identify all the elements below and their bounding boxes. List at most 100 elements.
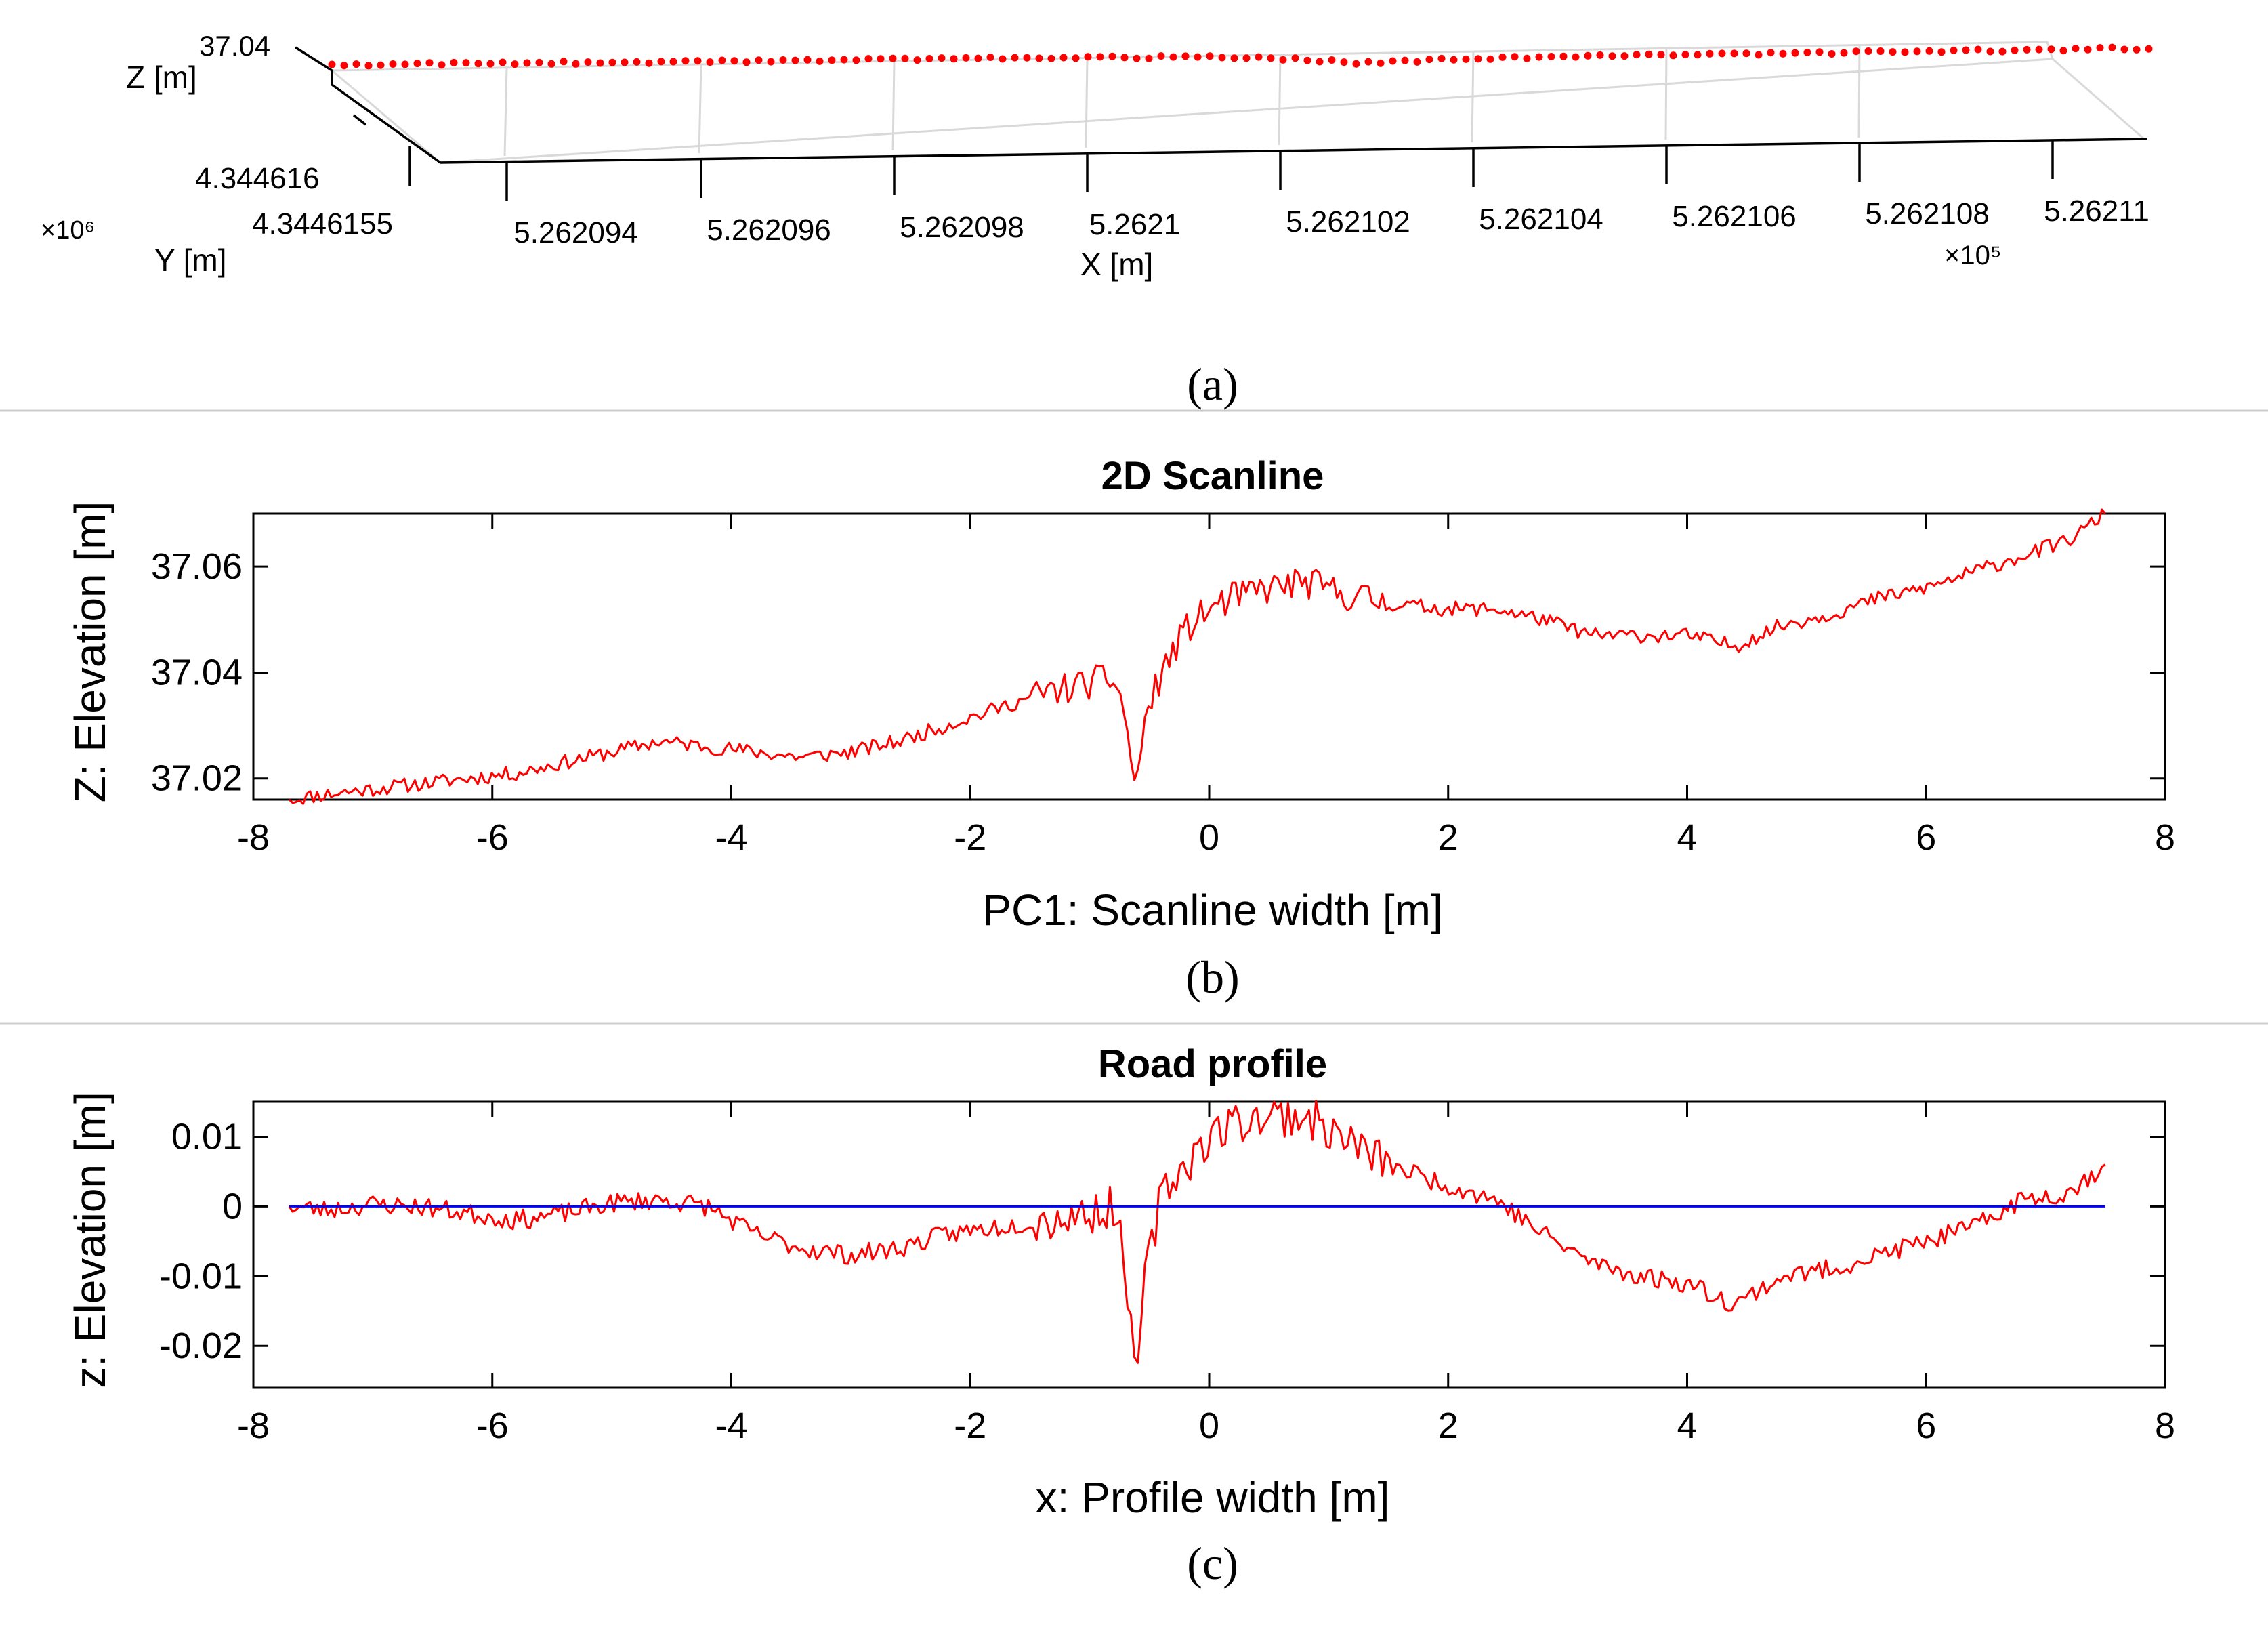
point-marker xyxy=(1486,55,1494,63)
point-marker xyxy=(2108,43,2116,51)
point-marker xyxy=(816,57,824,65)
series-line-profile xyxy=(288,1100,2106,1364)
point-marker xyxy=(1194,53,1202,61)
point-marker xyxy=(584,58,592,66)
y-tick-label: -0.01 xyxy=(159,1256,243,1296)
point-marker xyxy=(2133,45,2141,54)
panel-a-x-ticks xyxy=(352,114,2054,201)
chart-title: 2D Scanline xyxy=(1101,454,1324,498)
x-tick-label: 5.26211 xyxy=(2044,194,2149,228)
point-marker xyxy=(1279,56,1287,64)
point-marker xyxy=(1169,53,1177,61)
point-marker xyxy=(950,55,958,63)
y-exponent-label: ×10⁶ xyxy=(41,216,95,245)
point-marker xyxy=(1755,51,1763,59)
panel-a-axes xyxy=(295,46,2148,164)
y-tick-label: 0.01 xyxy=(171,1116,243,1157)
point-marker xyxy=(462,59,470,67)
y-tick-label: 37.06 xyxy=(151,546,243,587)
panel-label: (c) xyxy=(1187,1538,1238,1589)
x-tick-label: 5.262102 xyxy=(1286,205,1410,239)
panel-a-box xyxy=(331,41,2145,164)
point-marker xyxy=(2011,46,2019,54)
point-marker xyxy=(864,55,873,63)
point-marker xyxy=(1608,52,1616,60)
x-tick-label: -4 xyxy=(715,1405,747,1446)
point-marker xyxy=(1328,56,1336,64)
point-marker xyxy=(1389,57,1397,65)
point-marker xyxy=(1669,51,1677,60)
point-marker xyxy=(1803,48,1811,56)
point-marker xyxy=(1120,54,1129,62)
point-marker xyxy=(438,61,446,69)
point-marker xyxy=(1767,49,1775,57)
point-marker xyxy=(1852,47,1860,56)
x-tick-label: 8 xyxy=(2155,817,2175,858)
point-marker xyxy=(1694,51,1702,59)
x-tick-label: 5.262104 xyxy=(1479,203,1603,236)
point-marker xyxy=(1437,54,1446,62)
point-marker xyxy=(425,59,434,67)
point-marker xyxy=(1474,55,1482,63)
point-marker xyxy=(1681,51,1689,59)
point-marker xyxy=(938,54,946,62)
point-marker xyxy=(791,56,799,64)
point-marker xyxy=(1084,53,1092,61)
point-marker xyxy=(1267,54,1275,62)
y-tick-label: -0.02 xyxy=(159,1325,243,1366)
y-tick-label: 37.04 xyxy=(151,652,243,693)
panel-label: (b) xyxy=(1185,951,1239,1003)
point-marker xyxy=(1925,47,1933,55)
panel-c: Road profile -8 -6 -4 -2 0 2 4 6 8 -0.02 -0.01 0 0.0… xyxy=(66,1042,2175,1589)
point-marker xyxy=(474,60,482,68)
point-marker xyxy=(1974,45,1982,54)
x-tick-label: 4 xyxy=(1677,1405,1697,1446)
y-axis-label: Z: Elevation [m] xyxy=(66,501,114,803)
panel-a-gridlines xyxy=(503,44,1861,157)
x-tick-label: 0 xyxy=(1199,1405,1219,1446)
point-marker xyxy=(1230,54,1238,62)
x-tick-label: 4 xyxy=(1677,817,1697,858)
y-axis-label: Y [m] xyxy=(154,243,227,278)
point-marker xyxy=(2035,45,2043,54)
panel-b: 2D Scanline -8 -6 -4 -2 0 2 4 6 8 37.02 37.04 37.06… xyxy=(66,454,2175,1003)
point-marker xyxy=(2145,45,2153,53)
z-axis-label: Z [m] xyxy=(126,60,197,95)
x-tick-label: 6 xyxy=(1916,1405,1936,1446)
x-axis-label: PC1: Scanline width [m] xyxy=(982,886,1442,934)
point-marker xyxy=(560,58,568,66)
point-marker xyxy=(1072,54,1080,62)
point-marker xyxy=(608,58,616,66)
point-marker xyxy=(1145,54,1153,62)
panel-a: 5.262094 5.262096 5.262098 5.2621 5.2621… xyxy=(41,30,2153,410)
point-marker xyxy=(2096,44,2104,52)
point-marker xyxy=(681,57,690,65)
y-tick-label: 37.02 xyxy=(151,758,243,799)
point-marker xyxy=(401,60,409,68)
point-marker xyxy=(779,56,787,64)
point-marker xyxy=(2084,45,2092,54)
x-axis-label: x: Profile width [m] xyxy=(1036,1473,1390,1522)
x-exponent-label: ×10⁵ xyxy=(1944,241,2001,270)
point-marker xyxy=(1011,54,1019,62)
panel-c-plot: -8 -6 -4 -2 0 2 4 6 8 -0.02 -0.01 0 0.01 xyxy=(159,1100,2175,1446)
point-marker xyxy=(1291,54,1299,62)
point-marker xyxy=(1779,49,1787,58)
point-marker xyxy=(1547,53,1555,60)
point-marker xyxy=(499,58,507,66)
point-marker xyxy=(340,62,348,70)
point-marker xyxy=(1913,47,1921,56)
x-tick-label: 0 xyxy=(1199,817,1219,858)
point-marker xyxy=(1876,47,1885,55)
point-marker xyxy=(767,58,775,66)
point-marker xyxy=(1377,59,1385,67)
point-marker xyxy=(523,59,531,67)
x-tick-label: 2 xyxy=(1438,817,1458,858)
point-marker xyxy=(645,59,653,67)
x-axis-label: X [m] xyxy=(1080,247,1153,282)
y-tick-label: 4.344616 xyxy=(195,162,320,195)
point-marker xyxy=(1303,56,1311,64)
x-tick-label: -8 xyxy=(237,1405,270,1446)
point-marker xyxy=(1998,47,2007,56)
